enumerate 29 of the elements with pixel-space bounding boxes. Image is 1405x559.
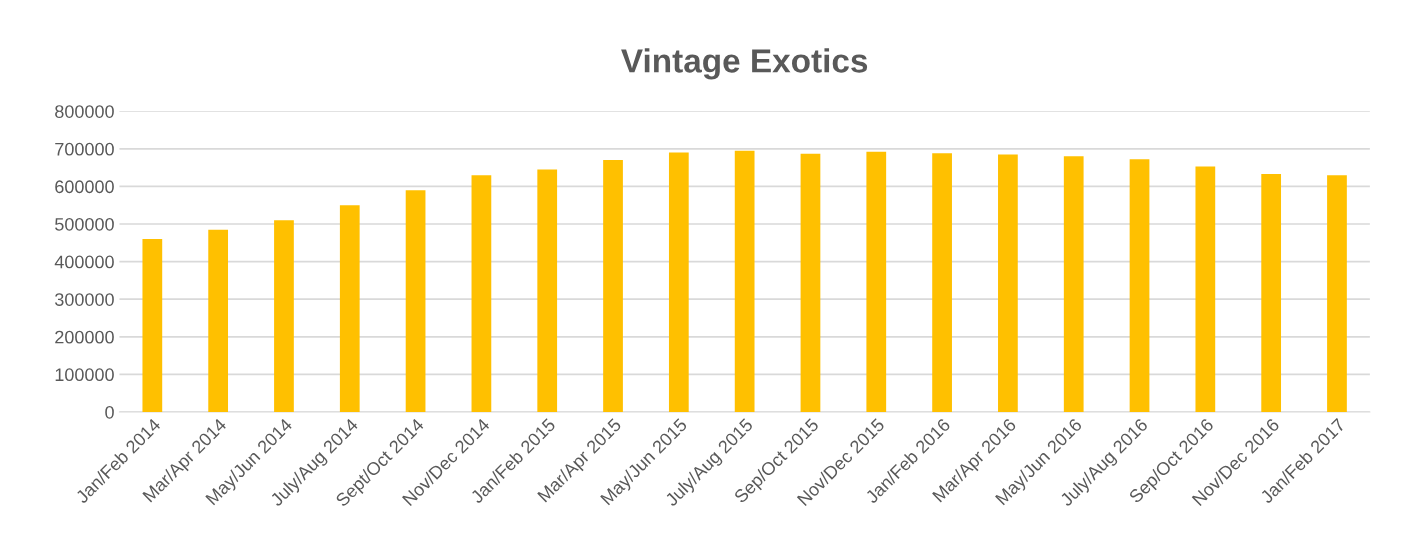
y-tick-label: 100000 xyxy=(55,368,114,382)
bar xyxy=(537,169,558,412)
y-tick-label: 700000 xyxy=(55,142,114,156)
bar xyxy=(998,154,1018,412)
bar xyxy=(274,220,294,412)
y-tick-label: 500000 xyxy=(55,217,114,231)
y-tick-label: 800000 xyxy=(55,105,114,118)
bar xyxy=(1129,159,1150,412)
bar xyxy=(1063,156,1084,412)
y-tick-label: 600000 xyxy=(55,180,114,194)
bar xyxy=(471,175,492,412)
y-tick-label: 400000 xyxy=(54,255,114,269)
bar xyxy=(932,153,952,412)
bar xyxy=(1327,175,1347,412)
y-tick-label: 0 xyxy=(105,405,114,419)
bar xyxy=(1261,174,1282,412)
bar xyxy=(734,150,755,412)
bar xyxy=(800,153,821,412)
bar xyxy=(866,151,887,412)
bar xyxy=(208,229,229,412)
bar xyxy=(405,190,426,412)
bar xyxy=(142,239,163,412)
y-tick-label: 300000 xyxy=(55,293,114,306)
bar xyxy=(603,160,623,412)
chart-title: Vintage Exotics xyxy=(621,48,868,80)
bar xyxy=(1195,166,1216,412)
y-tick-label: 200000 xyxy=(55,330,114,344)
bar xyxy=(339,205,360,412)
bar xyxy=(668,152,689,412)
